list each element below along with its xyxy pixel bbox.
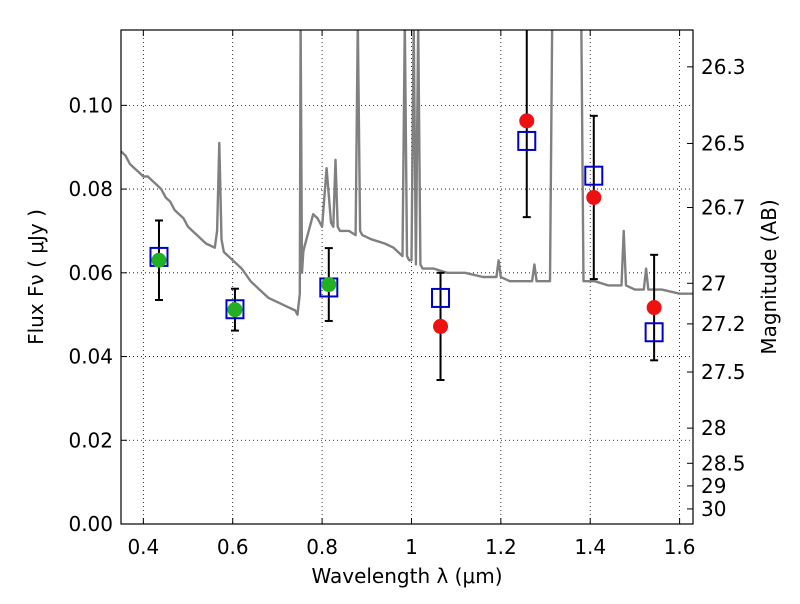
model-sed-line: [121, 30, 693, 316]
y-tick-label: 0.04: [68, 345, 113, 369]
mag-tick-label: 28.5: [701, 451, 746, 475]
model-photometry-square: [584, 165, 604, 186]
observed-flux-point: [227, 302, 243, 318]
x-tick-label: 0.6: [217, 535, 249, 559]
x-tick-label: 0.4: [127, 535, 159, 559]
mag-tick-label: 26.5: [701, 131, 746, 155]
x-tick-label: 1.4: [574, 535, 606, 559]
model-photometry-square: [431, 287, 451, 308]
series-layer: [121, 30, 693, 316]
y-tick-label: 0.00: [68, 512, 113, 536]
x-tick-label: 1: [405, 535, 418, 559]
axis-ticks: 0.4 0.6 0.8 1 1.2 1.4 1.6 0.00 0.02 0.04 0.06 0.08 0…: [68, 30, 746, 559]
y-tick-label: 0.06: [68, 261, 113, 285]
mag-tick-label: 27.5: [701, 360, 746, 384]
marker-layer: [149, 30, 664, 381]
observed-flux-point: [151, 252, 167, 268]
mag-tick-label: 27: [701, 271, 726, 295]
y-tick-label: 0.08: [68, 177, 113, 201]
plot-frame: [120, 29, 694, 525]
x-tick-label: 1.6: [664, 535, 696, 559]
x-tick-label: 0.8: [306, 535, 338, 559]
mag-tick-label: 26.3: [701, 55, 746, 79]
mag-tick-label: 28: [701, 416, 726, 440]
plot-background: [121, 30, 693, 524]
x-axis-label: Wavelength λ (μm): [311, 564, 502, 588]
y-axis-label: Flux Fν ( μJy ): [24, 209, 48, 345]
observed-flux-point: [586, 189, 602, 205]
y-tick-label: 0.02: [68, 428, 113, 452]
mag-tick-label: 26.7: [701, 196, 746, 220]
mag-tick-label: 30: [701, 497, 726, 521]
mag-tick-label: 29: [701, 474, 726, 498]
mag-tick-label: 27.2: [701, 312, 746, 336]
observed-flux-point: [519, 113, 535, 129]
observed-flux-point: [433, 318, 449, 334]
y2-axis-label: Magnitude (AB): [757, 199, 781, 354]
y-tick-label: 0.10: [68, 93, 113, 117]
observed-flux-point: [321, 277, 337, 293]
observed-flux-point: [646, 300, 662, 316]
x-tick-label: 1.2: [485, 535, 517, 559]
model-photometry-square: [225, 299, 245, 320]
model-photometry-square: [517, 130, 537, 151]
model-photometry-square: [644, 322, 664, 343]
